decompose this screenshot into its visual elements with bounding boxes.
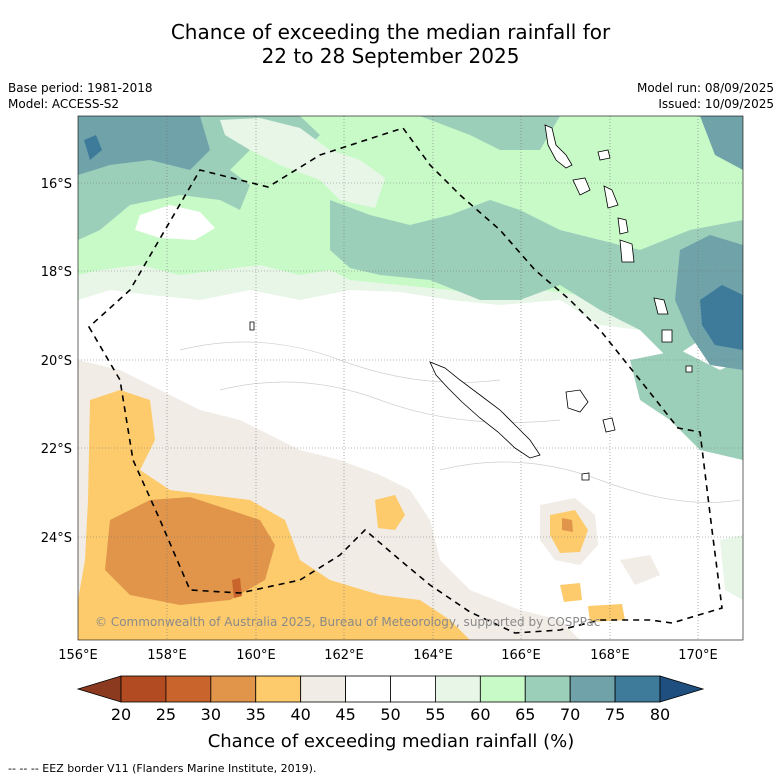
copyright-text: © Commonwealth of Australia 2025, Bureau… (95, 615, 600, 629)
base-period: Base period: 1981-2018 (8, 81, 153, 95)
lon-tick-156: 156°E (58, 648, 98, 663)
lat-tick-24: 24°S (41, 531, 72, 546)
vanuatu-island-b (597, 149, 611, 161)
colorbar-tick-label: 35 (246, 705, 266, 724)
lon-tick-160: 160°E (236, 648, 276, 663)
vanuatu-island-d (603, 185, 619, 209)
contour-30-35 (105, 497, 275, 605)
lon-tick-168: 168°E (590, 648, 630, 663)
contour-40-45-se-e (620, 555, 660, 585)
lon-tick-158: 158°E (147, 648, 187, 663)
lon-tick-166: 166°E (501, 648, 541, 663)
lon-tick-162: 162°E (324, 648, 364, 663)
colorbar-segment (165, 675, 212, 703)
colorbar-tick-label: 80 (650, 705, 670, 724)
model-name: Model: ACCESS-S2 (8, 97, 120, 111)
colorbar: 20 25 30 35 40 45 50 55 60 65 70 75 80 (76, 675, 705, 724)
contour-30-35-se (562, 518, 573, 532)
new-caledonia-island (429, 361, 541, 459)
vanuatu-island-a (544, 124, 573, 169)
colorbar-extend-low (76, 675, 122, 703)
eez-legend: -- -- -- EEZ border V11 (Flanders Marine… (8, 762, 317, 775)
vanuatu-island-c (572, 177, 591, 196)
small-island-a (249, 321, 255, 331)
contour-65-70-c (420, 116, 560, 150)
vanuatu-island-h (661, 329, 673, 343)
lon-tick-170: 170°E (678, 648, 718, 663)
colorbar-segment (300, 675, 346, 703)
contour-35-40-se (550, 510, 588, 553)
colorbar-tick-label: 75 (605, 705, 625, 724)
issued-date: Issued: 10/09/2025 (658, 97, 774, 111)
contour-75-80-a (700, 285, 743, 350)
lat-tick-20: 20°S (41, 354, 72, 369)
lat-tick-22: 22°S (41, 442, 72, 457)
contour-70-75-c (700, 116, 743, 170)
colorbar-tick-label: 40 (290, 705, 310, 724)
colorbar-segment (569, 675, 616, 703)
colorbar-tick-label: 70 (560, 705, 580, 724)
lat-tick-18: 18°S (41, 265, 72, 280)
contour-35-40-se-b (375, 495, 405, 530)
small-island-b (685, 365, 693, 373)
map-title-line2: 22 to 28 September 2025 (261, 44, 520, 68)
lat-tick-16: 16°S (41, 177, 72, 192)
colorbar-tick-label: 65 (515, 705, 535, 724)
colorbar-tick-label: 20 (111, 705, 131, 724)
contour-35-40-se-d (588, 604, 625, 622)
contour-75-80-b (84, 135, 102, 160)
colorbar-segment (479, 675, 526, 703)
colorbar-segment (614, 675, 661, 703)
colorbar-tick-label: 50 (380, 705, 400, 724)
lon-ticks: 156°E 158°E 160°E 162°E 164°E 166°E 168°… (58, 648, 718, 663)
colorbar-tick-label: 30 (201, 705, 221, 724)
map-area (78, 116, 743, 640)
eez-border (87, 127, 723, 634)
colorbar-segment (435, 675, 481, 703)
loyalty-island-c (581, 472, 590, 481)
vanuatu-island-f (619, 239, 635, 263)
colorbar-extend-high (659, 675, 705, 703)
colorbar-segment (210, 675, 257, 703)
colorbar-tick-label: 45 (335, 705, 355, 724)
colorbar-segment (255, 675, 302, 703)
map-frame (77, 115, 744, 641)
contour-35-40-se-c (560, 583, 582, 602)
loyalty-island-b (602, 417, 616, 433)
colorbar-segment (524, 675, 571, 703)
colorbar-tick-label: 55 (425, 705, 445, 724)
map-title-line1: Chance of exceeding the median rainfall … (170, 20, 611, 44)
vanuatu-island-e (617, 217, 629, 235)
colorbar-segment (390, 675, 436, 703)
colorbar-segment (345, 675, 391, 703)
lat-ticks: 16°S 18°S 20°S 22°S 24°S (41, 177, 72, 546)
colorbar-tick-label: 25 (156, 705, 176, 724)
vanuatu-island-g (653, 297, 669, 315)
contour-white-north (135, 205, 215, 240)
colorbar-tick-label: 60 (470, 705, 490, 724)
contour-70-75-a (78, 116, 210, 175)
contour-55-60-se (720, 535, 743, 600)
model-run: Model run: 08/09/2025 (636, 81, 774, 95)
colorbar-segment (120, 675, 167, 703)
contour-65-70-d (630, 350, 743, 460)
loyalty-island-a (565, 389, 589, 413)
lon-tick-164: 164°E (413, 648, 453, 663)
colorbar-label: Chance of exceeding median rainfall (%) (208, 731, 575, 752)
